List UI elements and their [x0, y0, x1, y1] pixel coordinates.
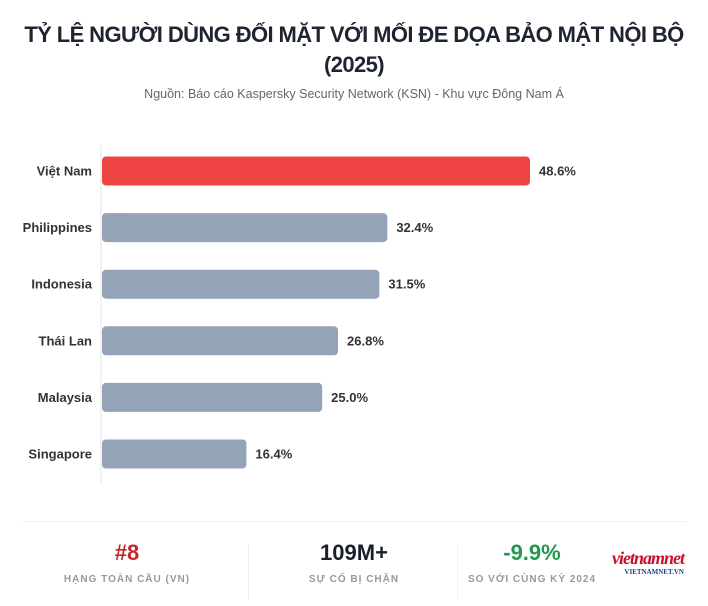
bar	[102, 156, 530, 186]
bar	[102, 382, 323, 412]
category-label: Malaysia	[38, 390, 93, 405]
bar	[102, 326, 339, 356]
bar-chart: Việt Nam 48.6% Philippines 32.4% Indonesia 31…	[23, 145, 576, 485]
stat-value: #8	[114, 540, 140, 565]
title-line-2: (2025)	[324, 52, 385, 77]
stat-blocked-incidents: 109M+ SỰ CỐ BỊ CHẶN	[249, 540, 459, 585]
stat-yoy-change: -9.9% SO VỚI CÙNG KỲ 2024	[462, 540, 602, 585]
stat-value: -9.9%	[503, 540, 561, 565]
vietnamnet-watermark-logo: vietnamnet VIETNAMNET.VN	[612, 548, 685, 577]
title-line-1: TỶ LỆ NGƯỜI DÙNG ĐỐI MẶT VỚI MỐI ĐE DỌA …	[24, 22, 684, 47]
stat-label: HẠNG TOÀN CẦU (VN)	[63, 574, 191, 585]
data-label: 48.6%	[539, 164, 576, 179]
category-label: Việt Nam	[37, 164, 92, 179]
bar	[102, 269, 380, 299]
category-label: Indonesia	[31, 277, 92, 292]
footer-divider	[22, 521, 686, 522]
watermark-url: VIETNAMNET.VN	[624, 568, 684, 576]
category-label: Thái Lan	[39, 333, 93, 348]
stat-label: SO VỚI CÙNG KỲ 2024	[467, 574, 597, 585]
bar	[102, 213, 388, 243]
chart-header: TỶ LỆ NGƯỜI DÙNG ĐỐI MẶT VỚI MỐI ĐE DỌA …	[0, 20, 708, 102]
stat-global-rank: #8 HẠNG TOÀN CẦU (VN)	[22, 540, 232, 585]
bar	[102, 439, 247, 469]
chart-subtitle: Nguồn: Báo cáo Kaspersky Security Networ…	[144, 87, 564, 101]
category-label: Philippines	[23, 220, 92, 235]
stat-separator	[248, 544, 249, 600]
data-label: 32.4%	[396, 220, 433, 235]
stat-value: 109M+	[320, 540, 388, 565]
stat-separator	[457, 544, 458, 600]
data-label: 16.4%	[255, 447, 292, 462]
category-label: Singapore	[28, 447, 92, 462]
data-label: 31.5%	[388, 277, 425, 292]
chart-title: TỶ LỆ NGƯỜI DÙNG ĐỐI MẶT VỚI MỐI ĐE DỌA …	[0, 20, 708, 80]
stat-label: SỰ CỐ BỊ CHẶN	[308, 574, 400, 585]
data-label: 25.0%	[331, 390, 368, 405]
data-label: 26.8%	[347, 333, 384, 348]
watermark-logo-text: vietnamnet	[612, 548, 685, 568]
